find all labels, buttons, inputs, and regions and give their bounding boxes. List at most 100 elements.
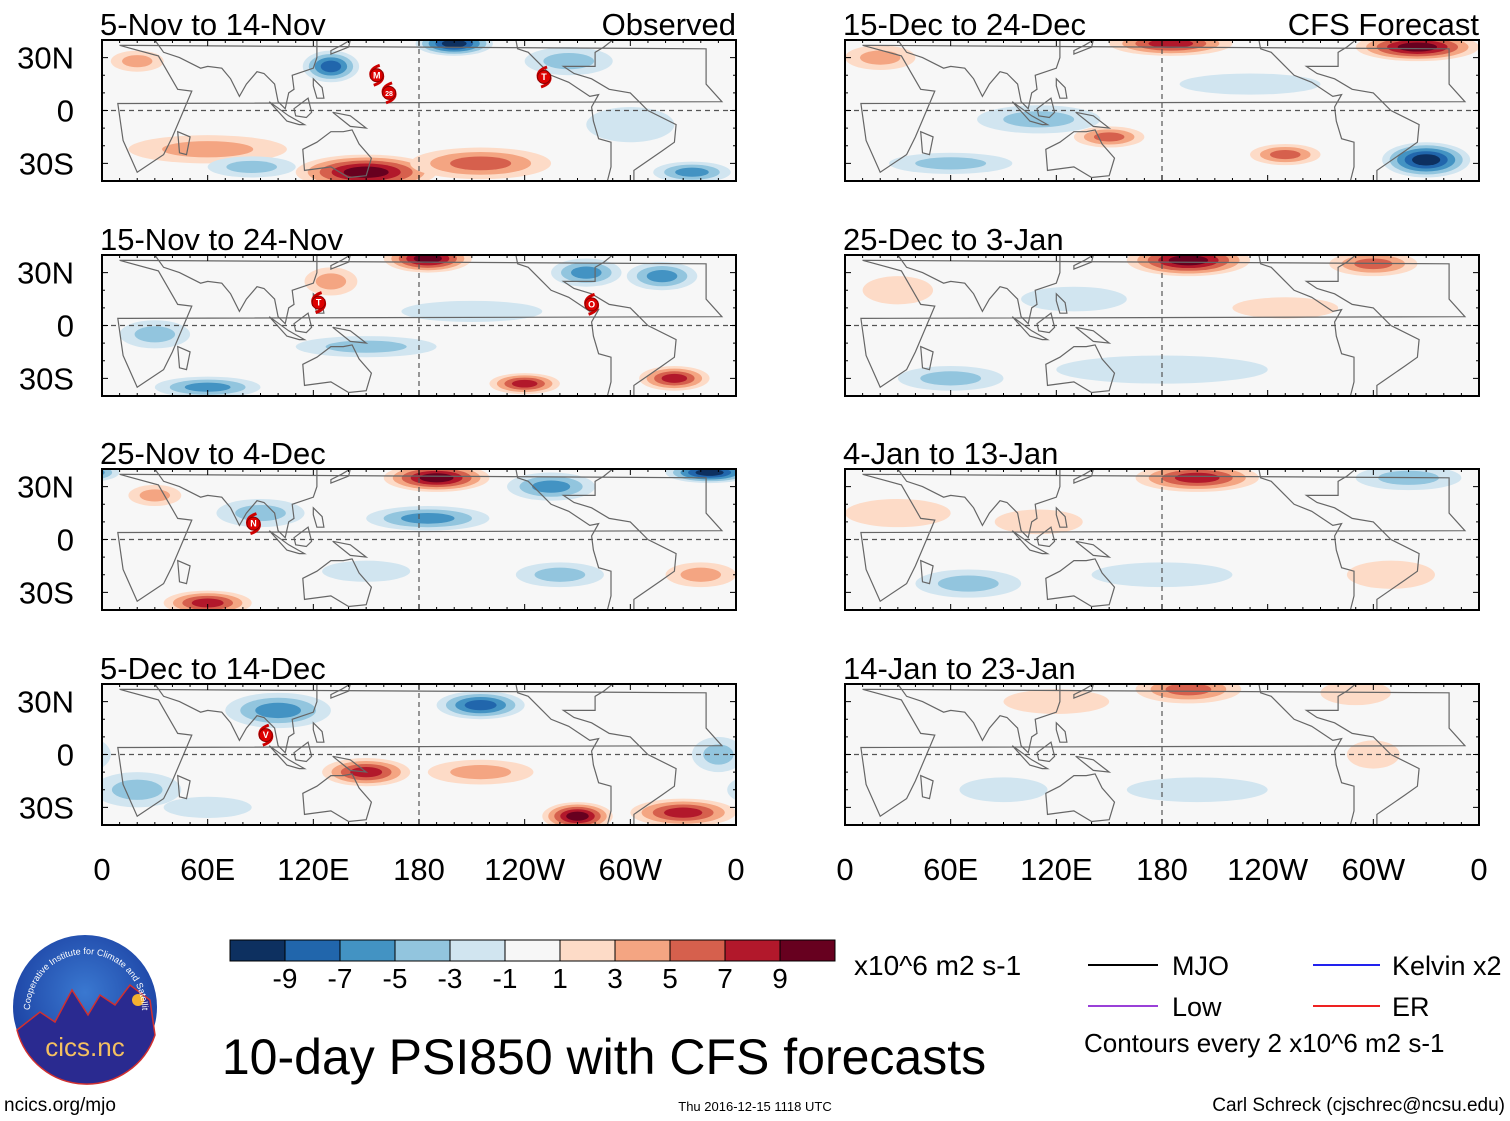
map-field: M 28 T xyxy=(102,40,798,181)
lon-label: 120W xyxy=(484,852,566,887)
coastline xyxy=(268,745,307,770)
storm-marker[interactable]: 28 xyxy=(381,81,397,105)
storm-label: V xyxy=(263,730,269,740)
anomaly-contour xyxy=(1494,51,1510,65)
coastline xyxy=(1075,111,1112,129)
anomaly-contour xyxy=(343,166,389,178)
coastline xyxy=(293,526,313,548)
colorbar-tick-label: 1 xyxy=(552,963,568,994)
coastline xyxy=(920,559,934,585)
coastline xyxy=(860,44,1467,174)
anomaly-contour xyxy=(1412,154,1441,166)
footer-timestamp: Thu 2016-12-15 1118 UTC xyxy=(678,1099,831,1114)
anomaly-contour xyxy=(226,160,278,173)
coastline xyxy=(177,774,191,800)
colorbar-swatch xyxy=(284,939,341,962)
colorbar-tick-label: 9 xyxy=(772,963,788,994)
lon-label: 0 xyxy=(836,852,853,887)
anomaly-contour xyxy=(1270,149,1301,160)
anomaly-contour xyxy=(680,567,722,582)
anomaly-contour xyxy=(1003,689,1110,714)
anomaly-contour xyxy=(1168,255,1209,266)
coastline xyxy=(515,684,677,825)
storm-marker[interactable]: N xyxy=(245,512,261,536)
colorbar-tick-label: -7 xyxy=(328,963,353,994)
coastline xyxy=(117,473,724,603)
anomaly-contour xyxy=(763,148,821,171)
map-panel: 25-Dec to 3-Jan xyxy=(843,222,1480,397)
coastline xyxy=(515,469,677,610)
anomaly-contour xyxy=(1232,297,1339,319)
anomaly-contour xyxy=(163,796,252,818)
coastline xyxy=(1036,312,1056,334)
storm-marker[interactable]: V xyxy=(258,723,274,747)
coastline xyxy=(1075,755,1112,773)
map-panel: 14-Jan to 23-Jan 0 60E 120E 180 120W 60W 0 xyxy=(836,651,1487,887)
coastline xyxy=(268,101,307,126)
anomaly-contour xyxy=(744,471,805,485)
coastline xyxy=(312,77,325,99)
anomaly-contour xyxy=(732,35,834,58)
lat-label: 30S xyxy=(19,790,74,825)
coastline xyxy=(1073,40,1094,55)
lon-label: 180 xyxy=(1136,852,1188,887)
coastline xyxy=(332,540,369,558)
coastline xyxy=(1055,506,1068,528)
coastline xyxy=(102,40,318,110)
anomaly-contour xyxy=(450,156,512,171)
coastline xyxy=(1073,469,1094,484)
map-field xyxy=(732,35,1510,181)
anomaly-contour xyxy=(1091,562,1233,588)
colorbar-swatch xyxy=(614,939,671,962)
colorbar-swatch xyxy=(724,939,781,962)
coastline xyxy=(515,40,677,181)
anomaly-contour xyxy=(586,106,675,143)
lon-label: 60W xyxy=(1341,852,1405,887)
lat-label: 30N xyxy=(17,470,74,505)
coastline xyxy=(312,721,325,743)
anomaly-contour xyxy=(1179,73,1321,95)
coastline xyxy=(1258,684,1420,825)
colorbar-swatch xyxy=(449,939,506,962)
lon-label: 120E xyxy=(1020,852,1092,887)
anomaly-contour xyxy=(675,167,709,177)
anomaly-contour xyxy=(534,567,586,582)
anomaly-contour xyxy=(1346,740,1400,769)
coastline xyxy=(177,345,191,371)
anomaly-contour xyxy=(756,55,786,67)
anomaly-contour xyxy=(134,326,176,343)
anomaly-contour xyxy=(464,700,497,711)
lat-label: 30N xyxy=(17,256,74,291)
anomaly-contour xyxy=(745,51,798,72)
colorbar-swatch xyxy=(559,939,616,962)
coastline xyxy=(845,469,1061,539)
colorbar-swatch xyxy=(229,939,286,962)
anomaly-contour xyxy=(1148,40,1194,48)
anomaly-contour xyxy=(102,469,113,479)
coastline xyxy=(1036,97,1056,119)
coastline xyxy=(1258,40,1420,181)
anomaly-contour xyxy=(532,480,571,493)
lon-label: 0 xyxy=(727,852,744,887)
storm-marker[interactable]: T xyxy=(536,65,552,89)
colorbar-tick-label: 7 xyxy=(717,963,733,994)
lat-label: 0 xyxy=(57,309,74,344)
coastline xyxy=(117,44,724,174)
coastline xyxy=(1073,255,1094,270)
coastline xyxy=(1011,316,1050,341)
coastline xyxy=(330,40,351,55)
coastline xyxy=(332,326,369,344)
colorbar-tick-label: -1 xyxy=(493,963,518,994)
footer-credit: Carl Schreck (cjschrec@ncsu.edu) xyxy=(1212,1095,1505,1116)
storm-marker[interactable]: O xyxy=(584,292,600,316)
storm-marker[interactable]: M xyxy=(369,63,385,87)
coastline xyxy=(1011,530,1050,555)
coastline xyxy=(860,259,1467,389)
storm-marker[interactable]: T xyxy=(311,291,327,315)
lat-label: 30S xyxy=(19,361,74,396)
footer-url[interactable]: ncics.org/mjo xyxy=(4,1095,116,1116)
map-panel: V 5-Dec to 14-Dec 30N 0 30S 0 60E 120E 180 120W 60… xyxy=(17,651,745,887)
